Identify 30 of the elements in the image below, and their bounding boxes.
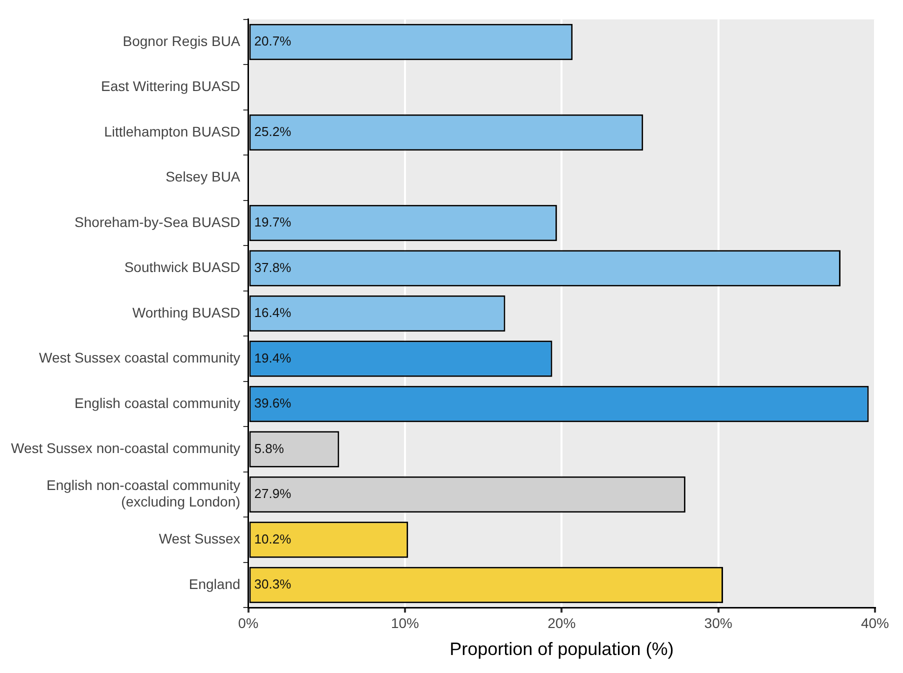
x-tick-label: 10% (390, 614, 419, 631)
data-label: 37.8% (254, 260, 292, 275)
data-label: 25.2% (254, 124, 292, 140)
data-label: 39.6% (254, 396, 292, 411)
y-tick-label: Worthing BUASD (132, 304, 240, 320)
y-tick-label: West Sussex (158, 530, 240, 547)
y-tick-label: Littlehampton BUASD (104, 123, 240, 140)
y-tick-label: West Sussex coastal community (39, 350, 240, 366)
y-tick-label: English coastal community (74, 394, 240, 411)
y-tick-label: Selsey BUA (166, 168, 241, 185)
y-tick-label: East Wittering BUASD (101, 78, 240, 94)
y-tick-label: English non-coastal community (excluding London) (46, 476, 240, 510)
x-tick-label: 20% (548, 614, 576, 631)
data-label: 19.7% (254, 214, 292, 230)
data-label: 19.4% (254, 350, 292, 366)
y-tick-label: Southwick BUASD (124, 259, 240, 276)
data-label: 10.2% (254, 531, 292, 546)
y-tick-label: England (188, 576, 240, 592)
y-tick-label: West Sussex non-coastal community (10, 440, 240, 456)
data-label: 16.4% (254, 305, 292, 320)
data-label: 20.7% (254, 34, 292, 49)
y-tick-label: Shoreham-by-Sea BUASD (74, 214, 240, 230)
y-tick-label: Bognor Regis BUA (122, 32, 241, 49)
x-tick-label: 0% (238, 614, 258, 631)
x-tick-label: 30% (704, 614, 732, 631)
x-axis-title: Proportion of population (%) (450, 639, 674, 660)
x-tick-label: 40% (860, 614, 890, 631)
data-label: 30.3% (254, 576, 292, 592)
data-label: 5.8% (254, 440, 284, 456)
data-label: 27.9% (254, 486, 292, 502)
